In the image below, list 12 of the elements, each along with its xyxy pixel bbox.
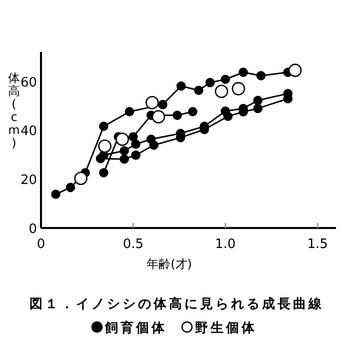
y-tick-label: 60 <box>20 75 37 90</box>
y-tick-label: 40 <box>20 124 37 140</box>
legend-label: 飼育個体 <box>104 320 167 336</box>
text: 図１．イノシシの体高に見られる成長曲線 <box>29 296 324 312</box>
y-axis-title: 体高(cm) <box>8 71 20 150</box>
x-tick-label: 1.0 <box>215 237 236 252</box>
y-tick-label: 0 <box>28 222 37 237</box>
x-tick-label: 1.5 <box>307 237 328 252</box>
x-tick-label: 0.5 <box>122 237 144 252</box>
y-tick-label: 20 <box>20 173 37 188</box>
x-axis-title: 年齢(才) <box>146 257 192 271</box>
legend-label: 野生個体 <box>195 321 257 336</box>
